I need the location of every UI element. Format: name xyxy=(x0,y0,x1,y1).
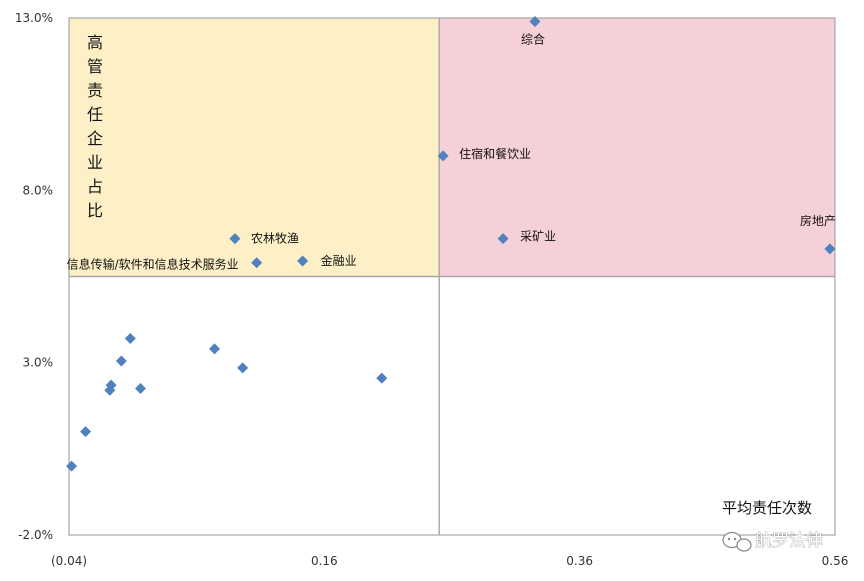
x-axis-title: 平均责任次数 xyxy=(722,499,812,517)
x-tick-label: 0.16 xyxy=(311,554,338,568)
point-label: 金融业 xyxy=(321,253,357,268)
point-label: 综合 xyxy=(521,31,545,46)
quadrant-upper-right xyxy=(439,18,835,277)
point-label: 农林牧渔 xyxy=(251,232,299,246)
data-points xyxy=(66,15,836,472)
data-point xyxy=(437,150,449,162)
data-point xyxy=(66,460,78,472)
quadrant-dividers xyxy=(68,17,836,536)
chat-bubble-icon xyxy=(722,531,752,552)
data-point xyxy=(529,15,541,27)
y-tick-label: 13.0% xyxy=(15,11,53,25)
axis-ticks: (0.04) 0.16 0.36 0.56 13.0% 8.0% 3.0% -2.0% xyxy=(15,11,848,568)
data-point xyxy=(209,343,221,355)
y-tick-label: 3.0% xyxy=(23,356,54,370)
point-label: 信息传输/软件和信息技术服务业 xyxy=(67,257,239,272)
point-label: 住宿和餐饮业 xyxy=(459,146,531,161)
data-point xyxy=(115,355,127,367)
point-label: 采矿业 xyxy=(520,230,556,244)
point-label: 房地产 xyxy=(800,213,836,228)
x-tick-label: 0.36 xyxy=(566,554,593,568)
data-point xyxy=(134,383,146,395)
watermark-text: 航罗法律 xyxy=(755,531,823,551)
y-tick-label: 8.0% xyxy=(23,183,54,197)
watermark: 航罗法律 xyxy=(722,531,823,552)
data-point xyxy=(251,257,263,269)
x-tick-label: 0.56 xyxy=(822,554,849,568)
data-point xyxy=(824,243,836,255)
y-tick-label: -2.0% xyxy=(18,528,53,542)
data-point xyxy=(297,255,309,267)
x-tick-label: (0.04) xyxy=(51,554,87,568)
data-point xyxy=(229,233,241,245)
data-point xyxy=(124,333,136,345)
data-point xyxy=(104,384,116,396)
y-axis-title: 高管责任企业占比 xyxy=(87,33,103,220)
quadrant-upper-left xyxy=(69,18,440,277)
data-point xyxy=(497,233,509,245)
data-point xyxy=(376,372,388,384)
data-point xyxy=(80,426,92,438)
data-point xyxy=(237,362,249,374)
